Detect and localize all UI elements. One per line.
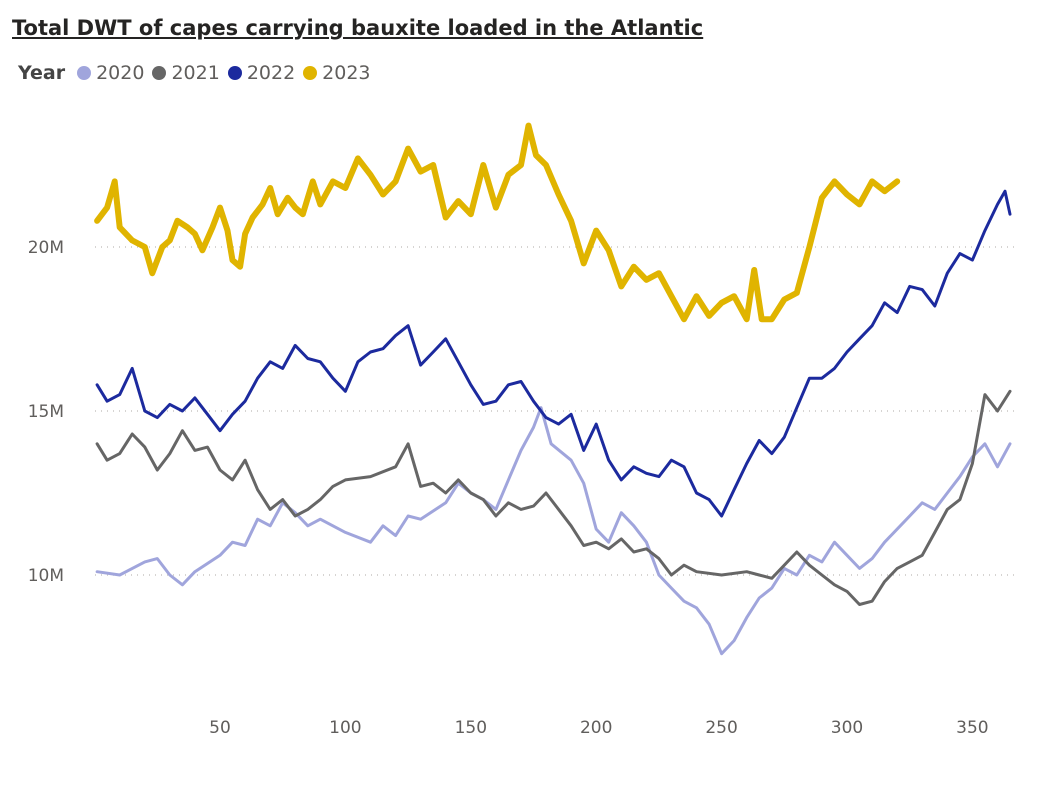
legend-title: Year [18,62,66,84]
series-line-2023 [94,122,901,323]
legend-item-2020[interactable]: 2020 [77,62,144,84]
legend-label: 2022 [246,62,296,84]
legend-marker [77,66,92,80]
x-tick-label: 150 [455,718,487,738]
y-tick-label: 15M [28,402,64,422]
x-tick-label: 350 [956,718,988,738]
legend: Year 2020 2021 2022 2023 [18,62,379,84]
x-tick-label: 250 [705,718,737,738]
y-tick-label: 20M [28,238,64,258]
x-tick-label: 200 [580,718,612,738]
legend-marker [303,66,318,80]
series-line-2022 [95,189,1012,518]
x-tick-label: 100 [329,718,361,738]
y-tick-label: 10M [28,566,64,586]
legend-item-2022[interactable]: 2022 [227,62,296,84]
series-line-2020 [95,406,1012,656]
x-tick-label: 50 [209,718,231,738]
legend-marker [152,66,167,80]
legend-label: 2021 [171,62,220,84]
legend-label: 2023 [322,62,371,84]
series-line-2021 [95,389,1012,606]
chart-title: Total DWT of capes carrying bauxite load… [12,16,704,40]
legend-item-2021[interactable]: 2021 [152,62,220,84]
x-tick-label: 300 [831,718,863,738]
legend-label: 2020 [96,62,145,84]
legend-item-2023[interactable]: 2023 [303,62,371,84]
legend-marker [227,66,242,80]
